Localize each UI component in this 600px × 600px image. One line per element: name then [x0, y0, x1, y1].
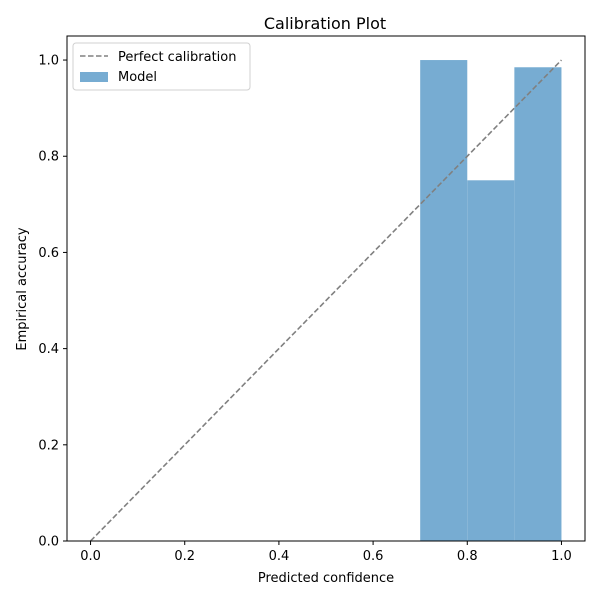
plot-frame	[66, 35, 586, 542]
legend-model-label: Model	[118, 70, 157, 85]
legend-perfect-calibration-label: Perfect calibration	[118, 50, 236, 65]
legend-model-swatch	[80, 72, 108, 82]
y-tick-label: 0.6	[38, 246, 59, 261]
model-bar-1	[467, 180, 515, 542]
legend: Perfect calibration Model	[72, 42, 251, 91]
y-tick-label: 0.0	[38, 535, 59, 550]
x-tick-label: 0.2	[174, 549, 195, 564]
y-axis-label: Empirical accuracy	[15, 227, 30, 351]
y-axis: 0.0 0.2 0.4 0.6 0.8 1.0	[38, 54, 67, 550]
x-tick-label: 0.8	[457, 549, 478, 564]
model-bar-2	[514, 67, 562, 541]
y-tick-label: 0.2	[38, 438, 59, 453]
legend-box	[72, 42, 251, 91]
y-tick-label: 0.4	[38, 342, 59, 357]
y-tick-label: 0.8	[38, 150, 59, 165]
plot-area	[89, 59, 563, 542]
x-axis: 0.0 0.2 0.4 0.6 0.8 1.0	[80, 541, 572, 564]
x-tick-label: 0.6	[363, 549, 384, 564]
x-axis-label: Predicted confidence	[258, 571, 394, 586]
model-bar-0	[420, 60, 468, 542]
x-tick-label: 0.0	[80, 549, 101, 564]
chart-title: Calibration Plot	[264, 14, 386, 33]
perfect-calibration-line	[89, 59, 563, 542]
y-tick-label: 1.0	[38, 54, 59, 69]
x-tick-label: 1.0	[551, 549, 572, 564]
x-tick-label: 0.4	[269, 549, 290, 564]
